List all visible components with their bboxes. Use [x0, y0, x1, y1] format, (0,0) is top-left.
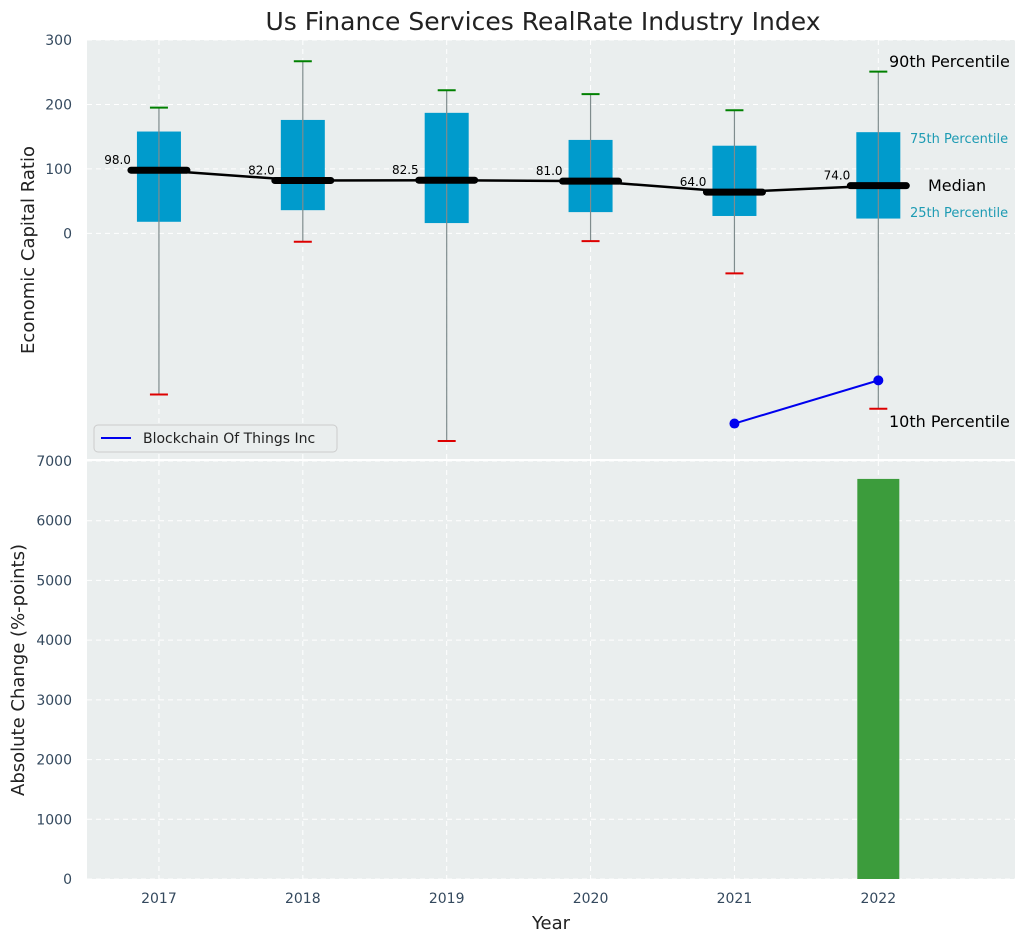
top-plot-area: [87, 40, 1015, 459]
bottom-y-tick-label: 3000: [36, 693, 72, 709]
bottom-y-tick-label: 7000: [36, 454, 72, 470]
x-tick-label: 2018: [285, 891, 321, 907]
annotation-10th-percentile: 10th Percentile: [889, 412, 1010, 431]
box-plots: 98.0 82.0 82.5 81.0 64.0 74.0: [104, 60, 910, 442]
company-point: [729, 418, 740, 429]
bottom-y-tick-label: 5000: [36, 573, 72, 589]
bar: [857, 478, 900, 879]
company-line: [734, 379, 879, 425]
bottom-y-tick-label: 0: [63, 872, 72, 888]
x-axis-label: Year: [531, 913, 571, 934]
median-trend: [158, 168, 879, 194]
annotation-median: Median: [928, 176, 986, 195]
x-tick-labels: 2017 2018 2019 2020 2021 2022: [141, 891, 896, 907]
median-value-label: 98.0: [104, 153, 131, 167]
median-trend-line: [158, 168, 879, 194]
company-series: [729, 375, 884, 429]
x-tick-label: 2019: [429, 891, 465, 907]
company-point: [873, 375, 884, 386]
median-value-label: 82.0: [248, 164, 275, 178]
bottom-y-tick-label: 2000: [36, 753, 72, 769]
top-y-tick-label: 300: [45, 33, 72, 49]
bottom-y-tick-label: 1000: [36, 812, 72, 828]
x-tick-label: 2020: [573, 891, 609, 907]
legend: Blockchain Of Things Inc: [93, 424, 338, 453]
chart-title: Us Finance Services RealRate Industry In…: [266, 7, 821, 36]
x-tick-label: 2022: [860, 891, 896, 907]
bottom-y-tick-label: 4000: [36, 633, 72, 649]
median-value-label: 74.0: [824, 169, 851, 183]
x-tick-label: 2017: [141, 891, 177, 907]
top-y-tick-label: 200: [45, 97, 72, 113]
bottom-y-tick-label: 6000: [36, 514, 72, 530]
median-value-label: 81.0: [536, 164, 563, 178]
median-value-label: 82.5: [392, 163, 419, 177]
bottom-y-tick-labels: 0 1000 2000 3000 4000 5000 6000 7000: [36, 454, 72, 888]
top-y-tick-label: 0: [63, 226, 72, 242]
legend-box: [93, 424, 338, 453]
legend-label: Blockchain Of Things Inc: [143, 431, 315, 447]
top-y-tick-labels: 0 100 200 300: [45, 33, 72, 242]
top-y-axis-label: Economic Capital Ratio: [18, 146, 39, 354]
annotation-90th-percentile: 90th Percentile: [889, 52, 1010, 71]
top-y-tick-label: 100: [45, 162, 72, 178]
bottom-y-axis-label: Absolute Change (%-points): [8, 544, 29, 796]
x-tick-label: 2021: [717, 891, 753, 907]
annotation-75th-percentile: 75th Percentile: [910, 132, 1008, 147]
median-value-label: 64.0: [680, 175, 707, 189]
bars: [857, 478, 900, 879]
annotation-25th-percentile: 25th Percentile: [910, 206, 1008, 221]
